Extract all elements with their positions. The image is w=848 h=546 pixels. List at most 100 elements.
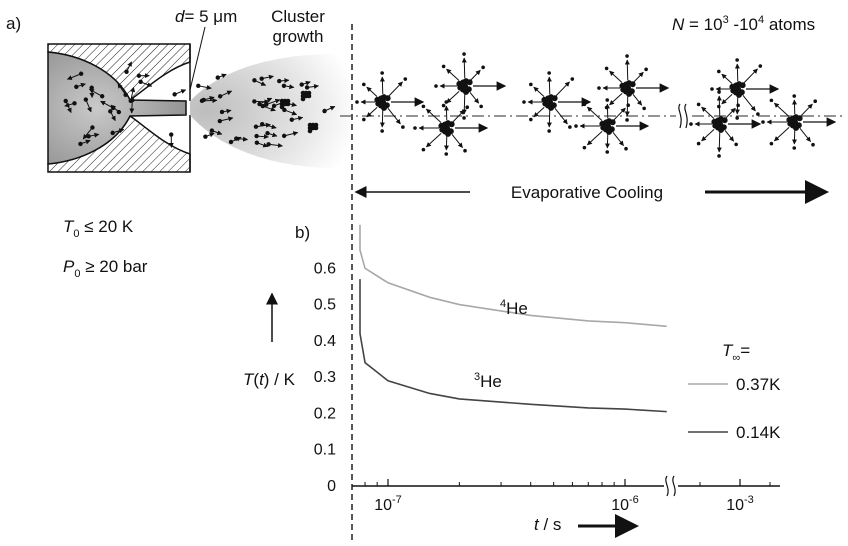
cluster-size-label: N = 103 -104 atoms: [672, 14, 815, 34]
atom-velocity: [301, 80, 311, 86]
atom: [215, 75, 220, 80]
y-tick-label: 0.6: [314, 260, 336, 277]
atom: [72, 101, 77, 106]
series-label-3He: 3He: [474, 371, 502, 391]
atom-velocity: [80, 139, 91, 145]
atom: [281, 133, 287, 139]
series-line-3He: [359, 279, 667, 413]
atom-velocity: [291, 115, 304, 121]
atom-velocity: [236, 136, 249, 142]
atom: [110, 105, 116, 111]
atom: [74, 84, 79, 89]
atom-velocity: [174, 89, 187, 95]
x-tick-label: 10-6: [611, 494, 639, 514]
atom-velocity: [82, 127, 93, 140]
nozzle: [47, 43, 191, 173]
atom: [299, 82, 304, 87]
cluster: [689, 90, 762, 158]
x-axis-label: t / s: [534, 515, 561, 534]
y-axis-label: T(t) / K: [243, 370, 296, 389]
atom-velocity: [262, 123, 277, 130]
atom-velocity: [279, 78, 290, 84]
atom-velocity: [65, 100, 72, 114]
cluster: [597, 54, 670, 122]
atom: [265, 130, 270, 136]
svg-text:d= 5 μm: d= 5 μm: [175, 7, 237, 26]
atom-velocity: [64, 102, 75, 108]
panel-a-label: a): [6, 14, 21, 33]
atom-velocity: [261, 74, 274, 80]
atom-velocity: [126, 61, 132, 73]
atom-velocity: [205, 132, 215, 138]
atom: [289, 117, 294, 122]
atom-velocity: [66, 73, 82, 80]
cluster: [710, 58, 780, 120]
legend-entry-4he: 0.37K: [736, 375, 781, 394]
nozzle-diameter-label: d= 5 μm: [175, 7, 237, 91]
x-tick-label: 10-3: [726, 494, 754, 514]
atom-velocity: [307, 84, 319, 89]
atom: [271, 103, 277, 109]
cluster: [522, 71, 592, 133]
cluster-growth-label-line1: Cluster: [271, 7, 325, 26]
temperature-curves: 4He 3He: [359, 224, 667, 413]
atom-velocity: [256, 134, 269, 140]
panel-b-label: b): [295, 223, 310, 242]
cluster: [434, 52, 507, 120]
atom-velocity: [198, 84, 212, 90]
atom-velocity: [76, 82, 86, 88]
atom-velocity: [140, 81, 153, 87]
atom: [260, 103, 266, 109]
cluster-atom: [279, 104, 285, 110]
atom-velocity: [100, 100, 114, 109]
legend-title: T∞=: [722, 341, 750, 364]
atom-velocity: [219, 116, 234, 122]
beam-break-mark: [676, 103, 690, 129]
atom-velocity: [283, 84, 295, 90]
atom-velocity: [254, 99, 270, 105]
atom-velocity: [262, 105, 276, 112]
atom: [264, 102, 269, 107]
x-ticks: 10-7 10-6 10-3: [364, 479, 771, 514]
atom-velocity: [217, 73, 227, 79]
y-ticks: 0 0.1 0.2 0.3 0.4 0.5 0.6: [314, 260, 336, 495]
cluster-atom: [313, 125, 319, 131]
y-tick-label: 0.1: [314, 442, 336, 459]
y-tick-label: 0.2: [314, 405, 336, 422]
atom-velocity: [284, 109, 298, 116]
cluster-atom: [306, 93, 312, 99]
y-tick-label: 0: [327, 478, 336, 495]
atom-velocity: [88, 132, 100, 138]
evaporating-clusters: [355, 52, 837, 158]
y-tick-label: 0.3: [314, 369, 336, 386]
atom-velocity: [267, 132, 278, 138]
atom: [304, 85, 310, 90]
atom: [259, 76, 264, 81]
atom-velocity: [256, 142, 269, 148]
legend: T∞= 0.37K 0.14K: [688, 341, 781, 442]
expansion-plume: [190, 53, 352, 169]
x-axis-break: [664, 475, 678, 497]
cluster: [355, 71, 425, 133]
cluster: [574, 98, 650, 154]
atom: [219, 109, 225, 115]
atom-velocity: [219, 90, 233, 97]
cluster-atom: [307, 128, 313, 134]
cluster-atom: [285, 101, 291, 107]
y-tick-label: 0.5: [314, 297, 336, 314]
atom: [322, 108, 327, 114]
atom-velocity: [129, 100, 135, 114]
atom-velocity: [284, 131, 299, 137]
atom-velocity: [221, 108, 232, 114]
atom-velocity: [109, 111, 116, 122]
atom-velocity: [203, 95, 215, 101]
cluster-growth-label-line2: growth: [272, 27, 323, 46]
source-temperature-label: T0 ≤ 20 K: [63, 217, 134, 240]
series-label-4He: 4He: [500, 298, 528, 318]
legend-entry-3he: 0.14K: [736, 423, 781, 442]
cluster-atom: [300, 96, 306, 102]
atom-velocity: [85, 99, 92, 113]
atom-velocity: [268, 142, 283, 148]
gas-reservoir: [47, 51, 187, 165]
